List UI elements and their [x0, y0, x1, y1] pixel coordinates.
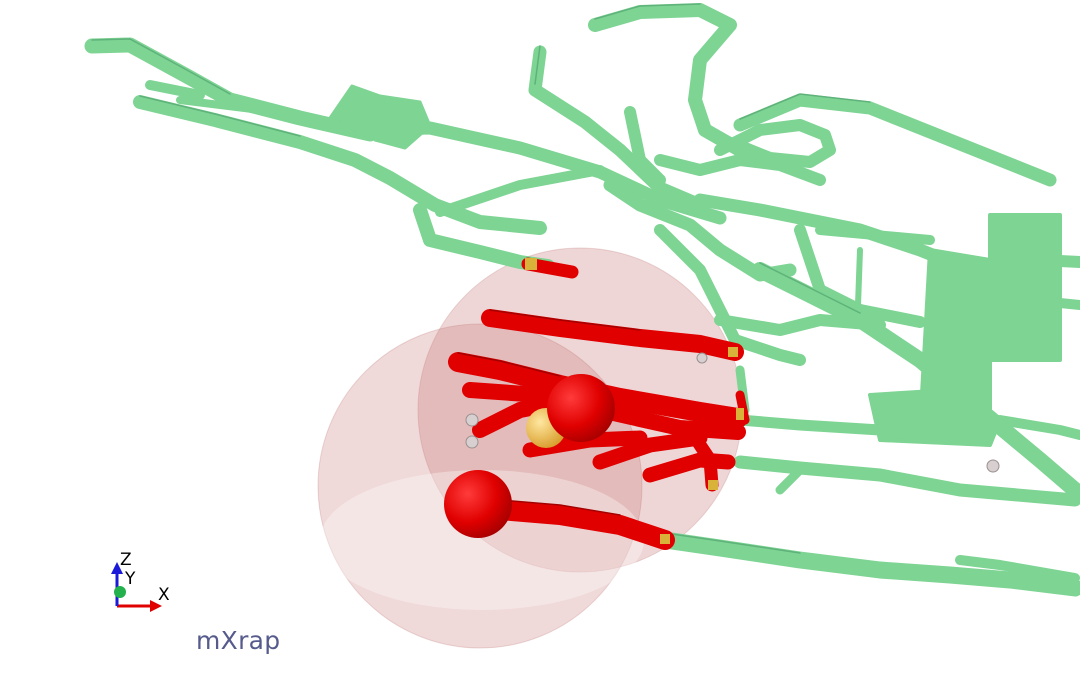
sensor-marker: [986, 459, 1000, 473]
orientation-axes: X Y Z: [111, 550, 170, 612]
mine-tunnel-edges: [91, 3, 871, 554]
sensor-marker: [465, 413, 479, 427]
event-sphere-lower: [444, 470, 512, 538]
x-axis-label: X: [158, 585, 170, 605]
x-axis-arrowhead: [150, 600, 162, 612]
event-sphere-upper: [547, 374, 615, 442]
sensor-marker: [696, 352, 708, 364]
mxrap-logo: mXrap: [196, 626, 281, 655]
sensor-marker: [465, 435, 479, 449]
sensor-markers: [465, 352, 1000, 473]
y-axis-label: Y: [124, 569, 136, 589]
z-axis-arrowhead: [111, 562, 123, 574]
y-axis-dot: [114, 586, 126, 598]
transition-segments: [525, 258, 744, 544]
z-axis-label: Z: [120, 550, 132, 570]
highlighted-drive-edges: [457, 309, 641, 516]
